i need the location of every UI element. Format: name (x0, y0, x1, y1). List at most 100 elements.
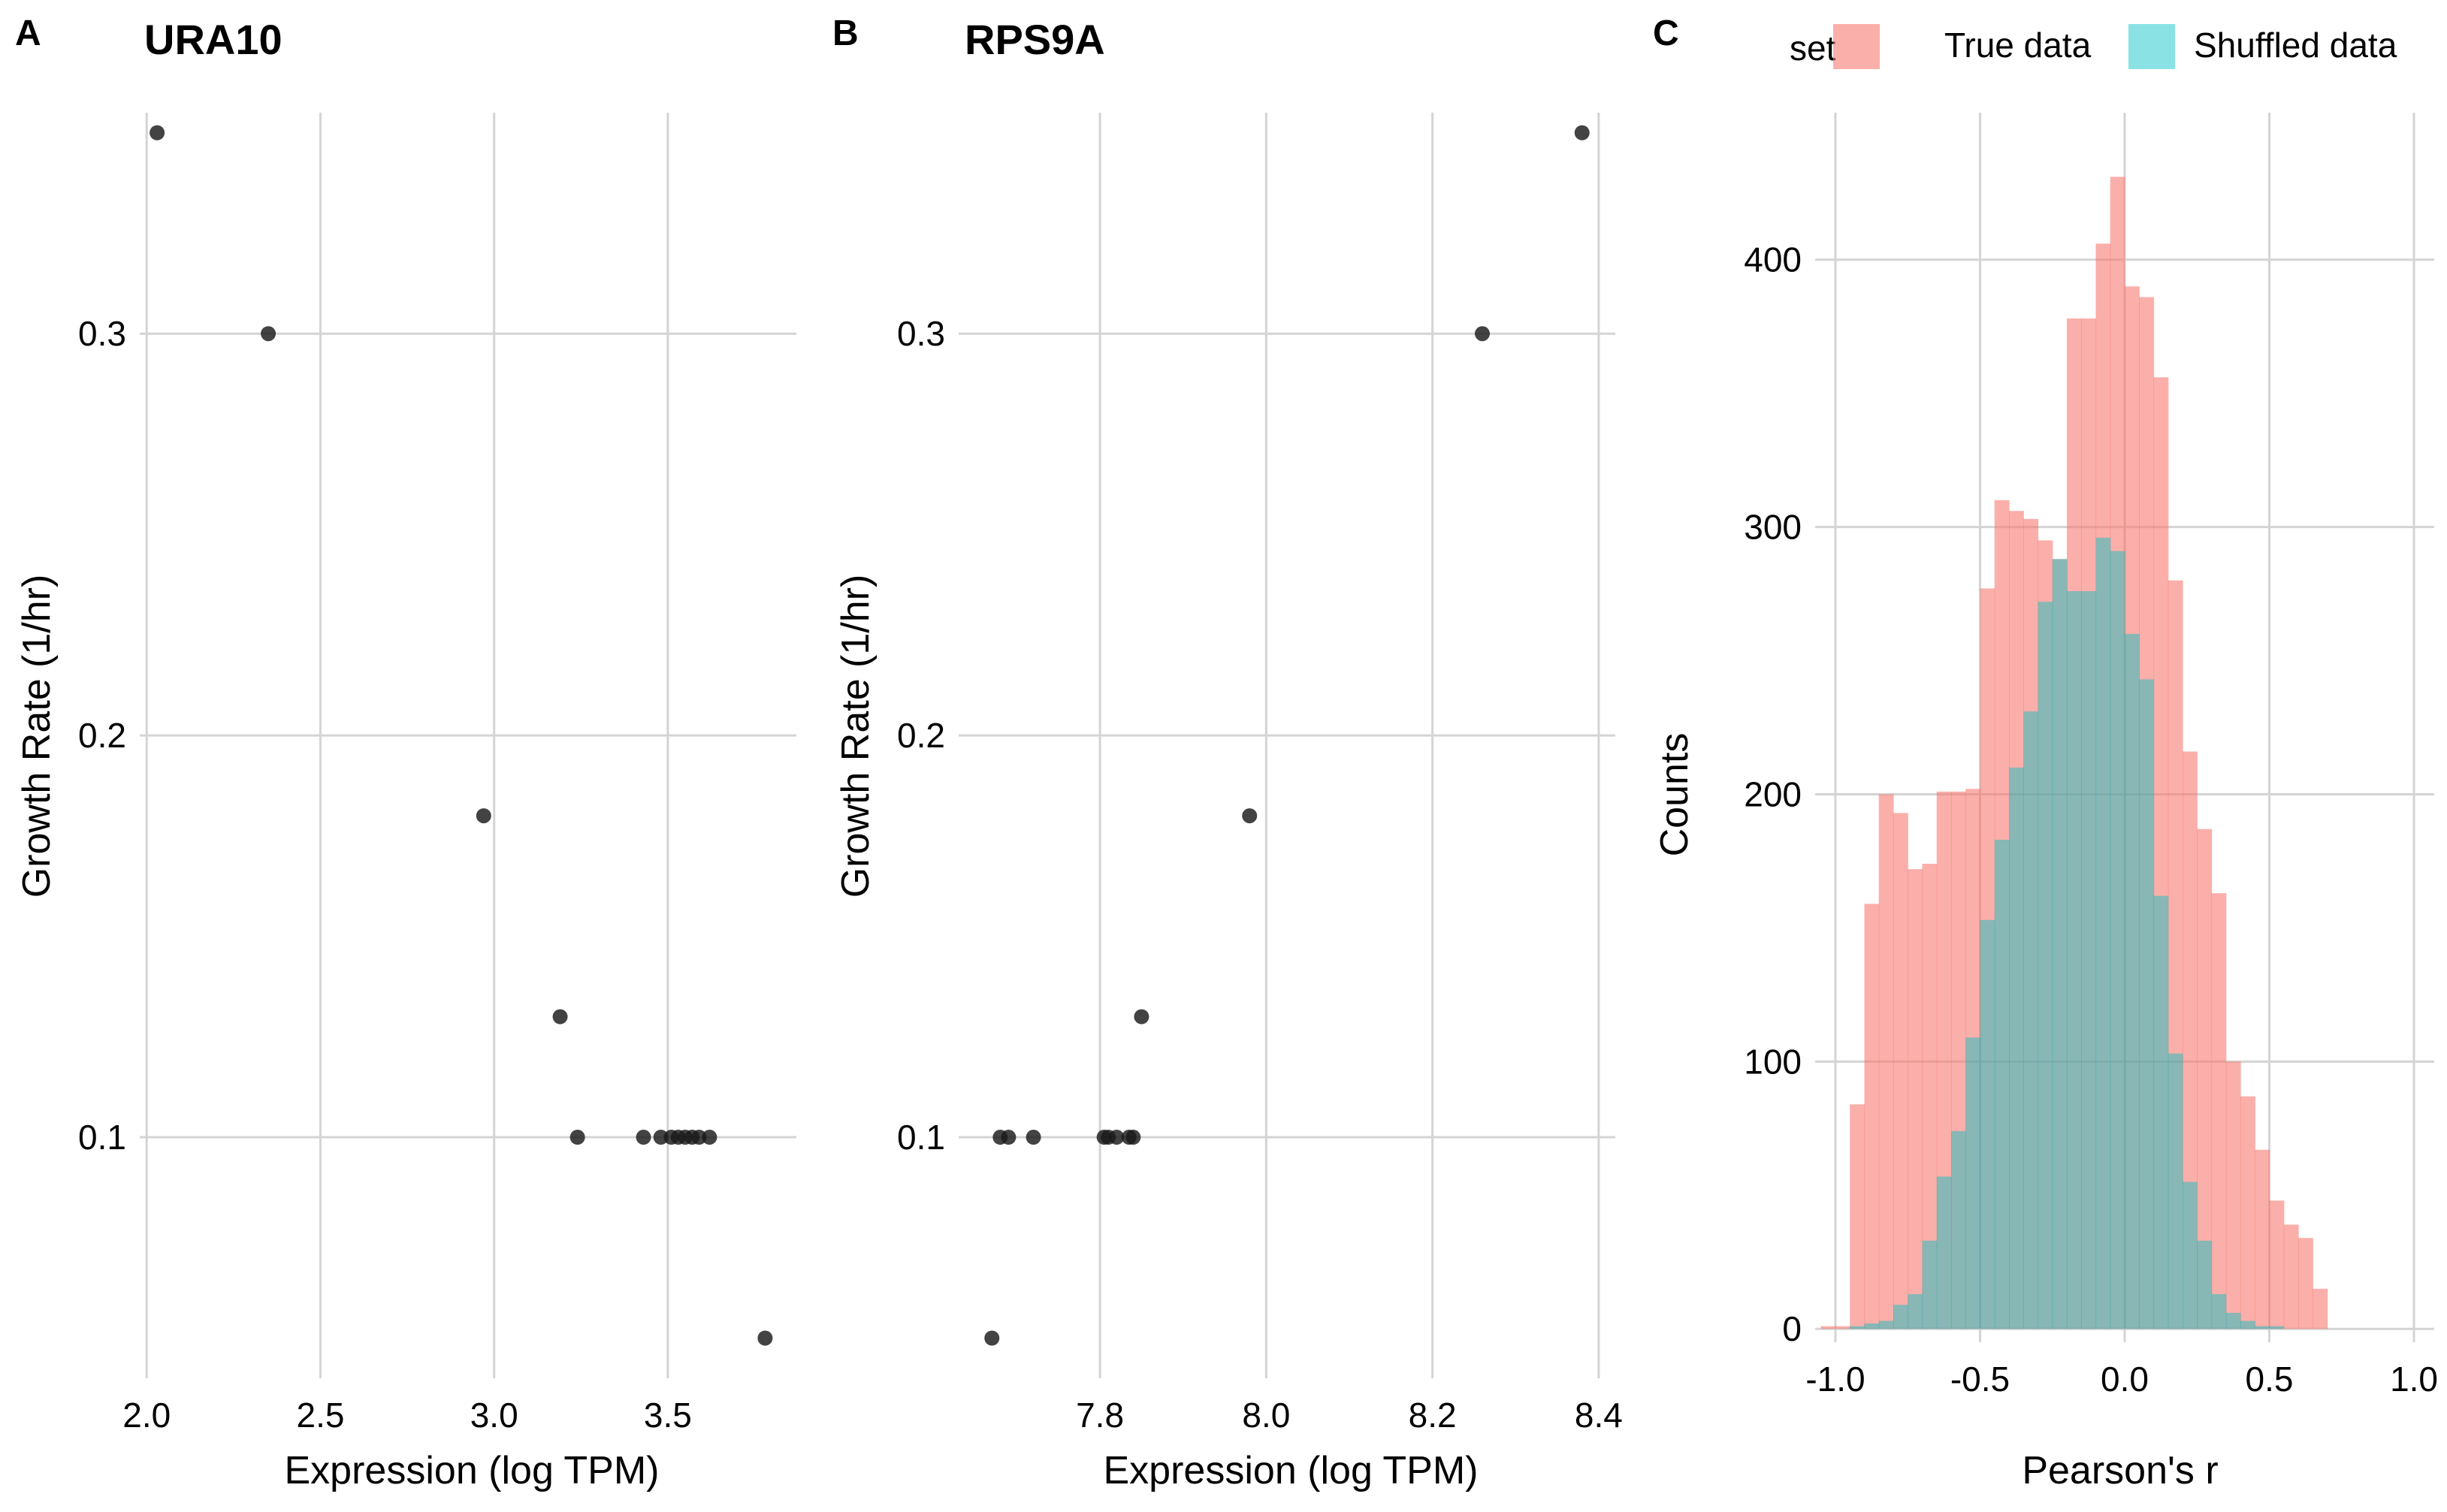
panel-a-x-tick-label: 2.0 (122, 1396, 171, 1435)
histogram-bar (2255, 1326, 2270, 1329)
histogram-bar (1908, 869, 1923, 1329)
histogram-bar (2081, 591, 2097, 1329)
histogram-bar (2038, 540, 2053, 1329)
panel-a-point (757, 1330, 773, 1346)
histogram-bar (2008, 767, 2024, 1329)
histogram-bar (1893, 813, 1908, 1329)
panel-b-x-tick-label: 7.8 (1076, 1396, 1124, 1435)
panel-a-point (702, 1130, 717, 1145)
panel-a: A URA10 2.0 2.5 3.0 3.5 0.1 0.2 0.3 Expressio… (15, 14, 796, 1492)
panel-a-points (150, 125, 773, 1346)
panel-c-x-tick-label: 1.0 (2390, 1360, 2438, 1399)
histogram-bar (1965, 1037, 1981, 1329)
histogram-bar (2110, 177, 2125, 1329)
panel-c-y-tick-label: 100 (1744, 1042, 1802, 1081)
panel-b-point (1474, 326, 1490, 342)
panel-a-point (691, 1130, 707, 1145)
histogram-bar (2052, 559, 2068, 1329)
panel-c-x-tick-label: 0.5 (2246, 1360, 2294, 1399)
histogram-bar (1936, 1176, 1952, 1329)
histogram-bar (2183, 751, 2198, 1329)
panel-a-title: URA10 (144, 16, 282, 63)
panel-b-x-tick-label: 8.2 (1409, 1396, 1457, 1435)
histogram-bar (1864, 1323, 1880, 1329)
histogram-bar (2269, 1326, 2285, 1329)
panel-a-x-tick-label: 3.0 (470, 1396, 518, 1435)
histogram-bar (1850, 1326, 1865, 1329)
panel-c-y-tick-label: 400 (1744, 240, 1802, 279)
panel-c-x-axis-label: Pearson's r (2022, 1449, 2218, 1492)
panel-b-x-tick-label: 8.0 (1242, 1396, 1290, 1435)
legend-label-true-data: True data (1944, 26, 2092, 65)
panel-b-point (1001, 1130, 1017, 1145)
histogram-bar (1850, 1104, 1865, 1329)
panel-a-x-ticks: 2.0 2.5 3.0 3.5 (122, 1396, 692, 1435)
panel-a-y-tick-label: 0.1 (78, 1118, 126, 1157)
panel-b-label: B (832, 14, 859, 53)
panel-a-x-tick-label: 2.5 (296, 1396, 344, 1435)
panel-c: C set True data Shuffled data -1.0 -0.5 0.… (1653, 14, 2438, 1492)
histogram-bar (2153, 895, 2169, 1329)
histogram-bar (2066, 591, 2082, 1329)
panel-c-y-tick-label: 200 (1744, 774, 1802, 813)
histogram-bar (2197, 1240, 2213, 1329)
panel-c-y-tick-label: 0 (1782, 1309, 1802, 1348)
panel-b-points (984, 125, 1590, 1346)
histogram-bar (1922, 863, 1938, 1329)
histogram-bar (1820, 1326, 1836, 1329)
histogram-bar (1994, 500, 2010, 1329)
histogram-bar (1950, 791, 1966, 1329)
histogram-bar (1864, 904, 1880, 1329)
histogram-bar (1878, 794, 1894, 1329)
histogram-bar (2095, 537, 2111, 1329)
histogram-bar (2197, 828, 2213, 1329)
panel-c-y-tick-label: 300 (1744, 508, 1802, 547)
panel-a-point (476, 808, 491, 824)
panel-b-point (1242, 808, 1258, 824)
legend-label-shuffled-data: Shuffled data (2194, 26, 2397, 65)
panel-a-grid (140, 113, 796, 1378)
histogram-bar (2153, 377, 2169, 1329)
histogram-bar (2211, 1293, 2227, 1329)
histogram-bar (1893, 1305, 1908, 1329)
legend-title: set (1790, 29, 1836, 68)
panel-b-y-axis-label: Growth Rate (1/hr) (834, 575, 878, 898)
histogram-bar (1835, 1326, 1850, 1329)
panel-a-label: A (15, 14, 41, 53)
panel-a-y-tick-label: 0.3 (78, 314, 126, 353)
histogram-bar (2240, 1096, 2255, 1329)
histogram-bar (2008, 511, 2024, 1329)
histogram-bar (2298, 1238, 2313, 1329)
panel-a-y-tick-label: 0.2 (78, 716, 126, 755)
panel-b: B RPS9A 7.8 8.0 8.2 8.4 0.1 0.2 0.3 Expressio… (832, 14, 1623, 1492)
histogram-bar (1994, 839, 2010, 1329)
panel-a-x-axis-label: Expression (log TPM) (285, 1449, 660, 1492)
histogram-bar (2313, 1288, 2328, 1329)
panel-b-grid (959, 113, 1615, 1378)
histogram-bar (1878, 1320, 1894, 1329)
series-shuffled-data (1850, 537, 2285, 1329)
histogram-bar (2038, 602, 2053, 1329)
histogram-bar (2168, 1053, 2183, 1329)
legend-key-shuffled-data (2128, 24, 2175, 69)
histogram-bar (2168, 580, 2183, 1329)
histogram-bar (1965, 789, 1981, 1329)
panel-b-point (984, 1330, 1000, 1346)
histogram-bar (1980, 588, 1995, 1329)
histogram-bar (2225, 1061, 2241, 1329)
histogram-bar (2283, 1224, 2299, 1329)
histogram-bar (2139, 297, 2155, 1329)
panel-b-point (1026, 1130, 1041, 1145)
panel-a-point (569, 1130, 585, 1145)
histogram-bar (2225, 1312, 2241, 1329)
panel-a-point (552, 1009, 568, 1025)
panel-b-point (1134, 1009, 1149, 1025)
panel-b-point (1125, 1130, 1141, 1145)
panel-a-point (261, 326, 276, 342)
panel-c-x-ticks: -1.0 -0.5 0.0 0.5 1.0 (1805, 1360, 2438, 1399)
histogram-bar (1908, 1293, 1923, 1329)
histogram-bar (2269, 1200, 2285, 1329)
panel-a-point (636, 1130, 651, 1145)
histogram-bar (2183, 1182, 2198, 1329)
